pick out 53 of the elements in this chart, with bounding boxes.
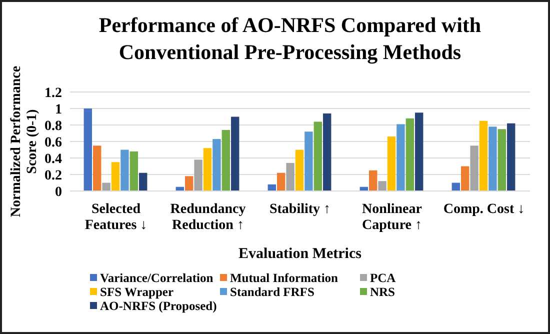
bar	[212, 139, 221, 191]
bar	[498, 129, 506, 191]
bar	[93, 146, 102, 191]
y-tick-label: 0.6	[44, 136, 62, 150]
bar	[378, 181, 386, 191]
bar	[139, 172, 148, 191]
bar	[102, 182, 110, 191]
bar	[396, 124, 405, 191]
y-tick-label: 0.8	[44, 119, 62, 134]
x-tick-label: Nonlinear Capture ↑	[362, 202, 422, 233]
bar	[470, 146, 478, 191]
legend-label: Variance/Correlation	[100, 271, 214, 285]
bar	[415, 112, 424, 191]
y-tick-label: 0.2	[44, 168, 62, 184]
bar	[461, 166, 470, 191]
bar	[479, 120, 488, 191]
chart-title: Performance of AO-NRFS Compared with Conventional Pre-Processing Methods	[98, 13, 482, 64]
legend-label: PCA	[370, 271, 396, 285]
legend-label: SFS Wrapper	[100, 285, 174, 299]
bar	[295, 150, 304, 191]
legend-label: NRS	[370, 285, 396, 299]
bar	[286, 162, 294, 191]
bar	[194, 160, 202, 191]
bar	[130, 151, 138, 191]
bar	[406, 118, 414, 191]
y-axis-title: Normalized Performance Score (0-1)	[9, 66, 40, 218]
y-tick-label: 1.2	[44, 86, 62, 101]
bar	[304, 132, 313, 191]
legend-label: AO-NRFS (Proposed)	[100, 299, 217, 313]
bar	[84, 108, 92, 191]
bar	[120, 150, 129, 191]
bar	[203, 148, 212, 191]
bar	[507, 123, 516, 191]
bar	[222, 130, 230, 191]
y-tick-label: 0	[55, 185, 62, 200]
y-tick-label: 0.4	[44, 152, 62, 167]
legend-label: Mutual Information	[230, 271, 338, 285]
x-tick-label: Redundancy Reduction ↑	[170, 202, 246, 233]
bar	[369, 170, 378, 191]
x-tick-label: Selected Features ↓	[84, 202, 148, 233]
y-tick-label: 1	[55, 102, 62, 118]
bar	[111, 162, 120, 191]
x-axis-title: Evaluation Metrics	[238, 246, 362, 262]
bar	[323, 113, 332, 191]
bar	[231, 116, 240, 191]
x-tick-label: Comp. Cost ↓	[443, 202, 525, 217]
legend-label: Standard FRFS	[230, 285, 314, 299]
x-tick-label: Stability ↑	[269, 202, 331, 217]
bar	[314, 122, 322, 191]
bar	[277, 172, 286, 191]
bar	[387, 136, 396, 191]
bar	[185, 176, 194, 191]
bar	[488, 126, 497, 191]
